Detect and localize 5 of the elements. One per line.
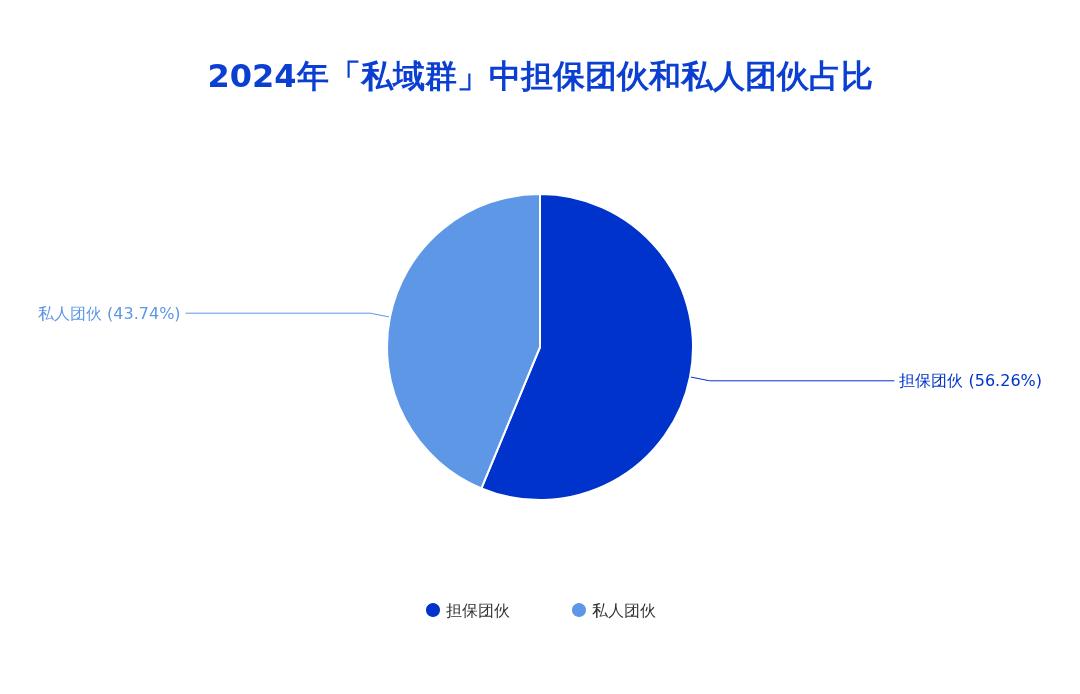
legend-label: 私人团伙 <box>592 600 656 620</box>
category-label: 担保团伙 (56.26%) <box>899 371 1042 391</box>
chart-title: 2024年「私域群」中担保团伙和私人团伙占比 <box>207 57 873 95</box>
legend-label: 担保团伙 <box>446 600 510 620</box>
category-label: 私人团伙 (43.74%) <box>38 303 181 323</box>
